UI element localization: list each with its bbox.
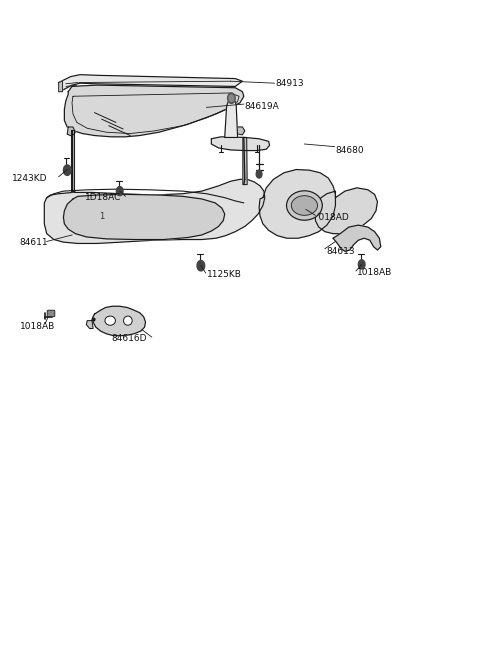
Circle shape (116, 187, 123, 196)
Polygon shape (259, 170, 336, 238)
Text: 1: 1 (99, 212, 104, 221)
Ellipse shape (291, 196, 318, 215)
Polygon shape (59, 81, 62, 92)
Circle shape (229, 95, 234, 101)
Circle shape (256, 170, 262, 178)
Text: 84680: 84680 (336, 146, 364, 155)
Text: 84613: 84613 (326, 247, 355, 256)
FancyBboxPatch shape (47, 310, 55, 317)
Polygon shape (67, 127, 75, 136)
Circle shape (228, 93, 235, 103)
Text: '018AD: '018AD (316, 213, 349, 222)
Text: 84913: 84913 (276, 79, 304, 87)
Ellipse shape (123, 316, 132, 325)
Polygon shape (71, 130, 74, 191)
Polygon shape (235, 127, 245, 135)
Polygon shape (243, 137, 247, 185)
Polygon shape (333, 225, 381, 251)
Ellipse shape (105, 316, 116, 325)
Text: 1018AB: 1018AB (357, 269, 392, 277)
Text: 84611: 84611 (20, 238, 48, 246)
Polygon shape (225, 98, 238, 137)
Circle shape (359, 260, 365, 269)
Text: 1125KB: 1125KB (206, 270, 241, 279)
Text: 84616D: 84616D (111, 334, 147, 344)
Polygon shape (59, 75, 242, 92)
Polygon shape (44, 179, 265, 244)
Text: 84619A: 84619A (245, 102, 279, 110)
Polygon shape (63, 194, 225, 240)
Circle shape (197, 260, 204, 271)
Polygon shape (93, 306, 145, 336)
Polygon shape (86, 321, 93, 328)
Polygon shape (315, 188, 377, 234)
Polygon shape (211, 137, 270, 150)
Text: 1018AB: 1018AB (20, 322, 55, 331)
Text: 1243KD: 1243KD (12, 173, 48, 183)
Polygon shape (64, 85, 244, 137)
Ellipse shape (287, 191, 323, 220)
Circle shape (63, 165, 71, 175)
Text: 1D18AC: 1D18AC (85, 193, 121, 202)
